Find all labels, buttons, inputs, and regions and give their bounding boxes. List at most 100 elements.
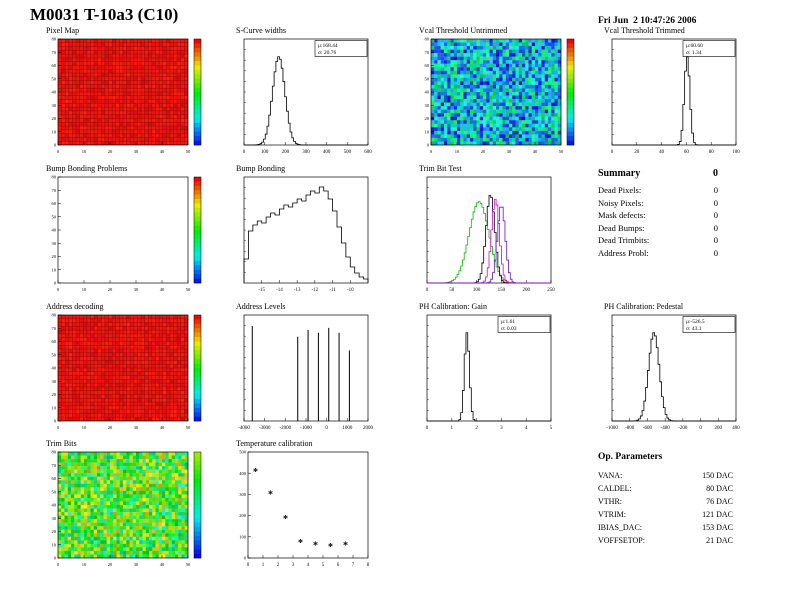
chart-trim-bit-test: Trim Bit Test 0 50 100 150 200 250 (413, 164, 558, 295)
svg-text:-1000: -1000 (300, 426, 312, 431)
svg-text:30: 30 (134, 425, 139, 430)
svg-text:0: 0 (54, 143, 57, 148)
row-label: VTRIM: (598, 510, 626, 519)
svg-text:50: 50 (186, 149, 191, 154)
svg-text:-11: -11 (329, 288, 336, 293)
svg-text:50: 50 (186, 562, 191, 567)
svg-text:400: 400 (323, 150, 331, 155)
op-parameters-title: Op. Parameters (598, 452, 663, 462)
op-parameters-panel: Op. Parameters VANA: 150 DAC CALDEL: 80 DA… (598, 452, 733, 547)
svg-text:-600: -600 (643, 426, 653, 431)
svg-text:0: 0 (699, 426, 702, 431)
op-parameter-row: CALDEL: 80 DAC (598, 482, 733, 495)
address-decoding-plot: 0 10 20 30 40 50 0 10 20 30 40 50 60 70 80 (52, 313, 202, 430)
svg-text:60: 60 (52, 476, 57, 481)
svg-text:-10: -10 (347, 288, 354, 293)
svg-text:0: 0 (427, 143, 430, 148)
vcal-trimmed-plot: 0 20 40 60 80 100 μ:60.60σ: 1.34 (611, 38, 740, 155)
chart-title: Address decoding (46, 302, 104, 311)
trim-bits-plot: 0 10 20 30 40 50 0 10 20 30 40 50 60 70 80 (52, 450, 202, 567)
svg-text:50: 50 (449, 288, 455, 293)
svg-text:-12: -12 (312, 288, 319, 293)
svg-text:-1000: -1000 (606, 426, 618, 431)
svg-text:20: 20 (425, 116, 430, 121)
svg-text:40: 40 (160, 562, 165, 567)
svg-text:10: 10 (52, 129, 57, 134)
svg-text:70: 70 (425, 50, 430, 55)
svg-text:70: 70 (52, 463, 57, 468)
svg-text:5: 5 (550, 426, 553, 431)
svg-text:60: 60 (684, 150, 690, 155)
svg-text:60: 60 (425, 63, 430, 68)
pixel-map-plot: 0 10 20 30 40 50 0 10 20 30 40 50 60 70 80 (52, 37, 202, 154)
row-value: 80 DAC (706, 484, 733, 493)
svg-text:500: 500 (344, 150, 352, 155)
row-label: IBIAS_DAC: (598, 523, 643, 532)
svg-text:60: 60 (52, 201, 57, 206)
chart-title: Vcal Threshold Untrimmed (419, 26, 508, 35)
row-label: Mask defects: (598, 210, 646, 220)
svg-text:30: 30 (425, 103, 430, 108)
svg-text:50: 50 (52, 76, 57, 81)
svg-text:-13: -13 (294, 288, 301, 293)
svg-text:0: 0 (611, 150, 614, 155)
svg-text:300: 300 (302, 150, 310, 155)
svg-text:100: 100 (732, 150, 740, 155)
svg-text:70: 70 (52, 50, 57, 55)
chart-title: PH Calibration: Pedestal (604, 302, 684, 311)
chart-address-decoding: Address decoding 0 10 20 30 40 50 0 10 20 30 40 50 6… (40, 302, 216, 433)
ph-pedestal-plot: -1000 -800 -600 -400 -200 0 200 400 μ:-526.5σ: 4… (606, 314, 740, 431)
chart-temperature-calibration: Temperature calibration 0 1 2 3 4 5 6 7 8 0 100 200… (230, 439, 375, 570)
svg-text:1: 1 (451, 426, 454, 431)
svg-text:0: 0 (430, 149, 433, 154)
svg-text:30: 30 (52, 516, 57, 521)
row-value: 0 (713, 197, 718, 208)
svg-text:0: 0 (57, 562, 60, 567)
svg-text:40: 40 (659, 150, 665, 155)
chart-trim-bits: Trim Bits 0 10 20 30 40 50 0 10 20 30 40 50 60 70 80 (40, 439, 216, 570)
svg-text:0: 0 (426, 426, 429, 431)
chart-title: Bump Bonding (236, 164, 286, 173)
svg-text:60: 60 (52, 63, 57, 68)
chart-bump-bonding-problems: Bump Bonding Problems 0 10 20 30 40 50 0 10 20 30… (40, 164, 216, 295)
svg-text:0: 0 (244, 556, 247, 561)
svg-text:μ:168.44: μ:168.44 (318, 43, 338, 49)
row-value: 0 (713, 235, 718, 245)
svg-text:10: 10 (82, 149, 87, 154)
svg-text:40: 40 (52, 228, 57, 233)
svg-text:50: 50 (52, 352, 57, 357)
row-value: 0 (713, 210, 718, 220)
svg-text:20: 20 (52, 254, 57, 259)
chart-title: Temperature calibration (236, 439, 313, 448)
svg-text:2: 2 (277, 563, 280, 568)
summary-total: 0 (713, 168, 718, 179)
svg-text:5: 5 (322, 563, 325, 568)
svg-text:0: 0 (426, 288, 429, 293)
summary-row: Dead Bumps: 0 (598, 222, 718, 235)
svg-text:40: 40 (160, 287, 165, 292)
svg-text:80: 80 (425, 37, 430, 42)
svg-text:30: 30 (134, 287, 139, 292)
svg-text:*: * (298, 538, 303, 549)
svg-text:10: 10 (82, 287, 87, 292)
svg-text:*: * (268, 489, 273, 500)
row-value: 150 DAC (702, 471, 733, 480)
svg-text:80: 80 (52, 313, 57, 318)
svg-text:80: 80 (52, 175, 57, 180)
svg-text:20: 20 (108, 562, 113, 567)
bump-bonding-plot: -15 -14 -13 -12 -11 -10 (243, 176, 369, 293)
chart-scurve-widths: S-Curve widths 0 100 200 300 400 500 600 μ:168.… (230, 26, 375, 157)
svg-text:10: 10 (82, 562, 87, 567)
svg-text:300: 300 (239, 492, 247, 497)
svg-text:80: 80 (52, 450, 57, 455)
svg-text:2: 2 (475, 426, 478, 431)
svg-text:20: 20 (108, 425, 113, 430)
svg-text:20: 20 (52, 529, 57, 534)
svg-text:40: 40 (160, 149, 165, 154)
svg-text:10: 10 (52, 405, 57, 410)
report-title: M0031 T-10a3 (C10) (30, 5, 179, 24)
svg-text:-15: -15 (258, 288, 265, 293)
svg-text:7: 7 (352, 563, 355, 568)
svg-text:1: 1 (262, 563, 265, 568)
op-parameter-row: VTHR: 76 DAC (598, 495, 733, 508)
